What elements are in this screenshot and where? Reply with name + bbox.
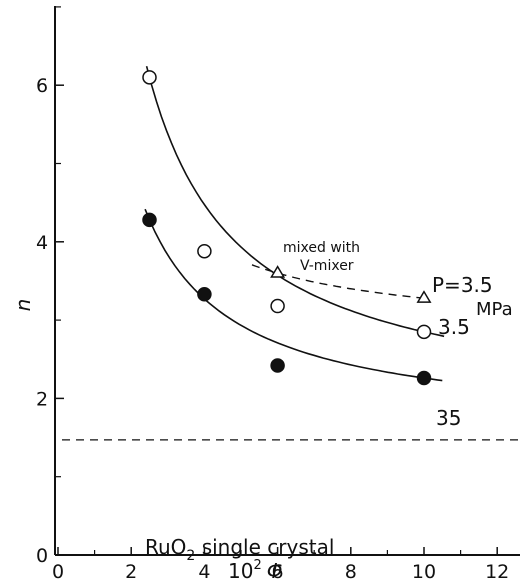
pressure-label: P=3.5 [432,273,493,297]
x-tick-label-2: 2 [125,561,137,581]
point-triangle [416,290,432,303]
mixed-label-line2: V-mixer [300,258,354,274]
point-open-circle [270,298,285,314]
x-tick-label-0: 0 [52,561,64,581]
y-tick-label-0: 0 [36,545,48,567]
unit-label: MPa [476,299,513,320]
point-filled-circle [197,287,212,302]
x-tick-label-8: 8 [345,561,357,581]
series-label-3-5: 3.5 [438,315,470,339]
fit-curves [144,65,445,382]
point-open-circle [197,243,212,259]
x-axis-title: 102 Φ [228,558,282,581]
curve-3-5 [145,65,445,338]
x-tick-label-10: 10 [412,561,436,581]
point-open-circle [142,70,157,85]
reference-label: RuO2 single crystal [145,535,334,564]
data-points [142,70,432,386]
x-tick-label-6: 6 [272,561,284,581]
point-filled-circle [416,370,432,386]
y-tick-label-4: 4 [36,232,48,254]
y-tick-label-2: 2 [36,388,48,410]
x-tick-label-4: 4 [198,561,210,581]
series-label-35: 35 [436,406,461,430]
y-axis-title: n [11,299,35,312]
point-open-circle [416,324,432,340]
point-triangle [270,265,286,278]
mixed-label-line1: mixed with [283,240,360,256]
ticks: 0 2 4 6 8 10 12 0 2 4 6 [36,6,509,581]
curve-35 [144,208,443,382]
point-filled-circle [142,212,157,228]
y-tick-label-6: 6 [36,75,48,97]
point-filled-circle [270,358,285,373]
x-tick-label-12: 12 [485,561,509,581]
